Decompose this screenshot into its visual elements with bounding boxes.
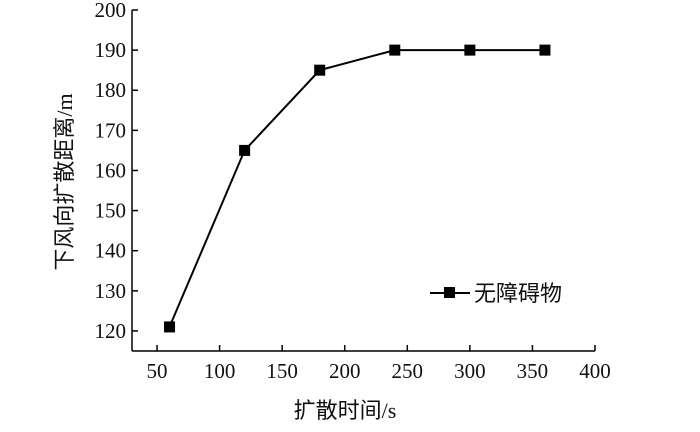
data-point — [389, 44, 401, 56]
x-tick-label: 50 — [147, 359, 168, 383]
axes — [131, 10, 595, 352]
data-point — [239, 144, 251, 156]
data-point — [464, 44, 476, 56]
y-tick-label: 190 — [95, 38, 127, 62]
y-tick-label: 140 — [95, 239, 127, 263]
series-line — [168, 49, 545, 328]
legend-label: 无障碍物 — [474, 281, 562, 306]
y-axis-title: 下风向扩散距离/m — [52, 93, 77, 270]
x-tick-label: 150 — [266, 359, 298, 383]
data-point — [314, 64, 326, 76]
y-tick-label: 150 — [95, 199, 127, 223]
legend-marker — [444, 287, 455, 298]
y-tick-label: 130 — [95, 279, 127, 303]
data-point — [539, 44, 551, 56]
x-tick-label: 200 — [329, 359, 361, 383]
x-tick-label: 250 — [392, 359, 424, 383]
x-axis-title: 扩散时间/s — [294, 398, 397, 423]
x-tick-label: 350 — [517, 359, 549, 383]
x-tick-label: 100 — [204, 359, 236, 383]
y-tick-label: 200 — [95, 0, 127, 22]
legend: 无障碍物 — [430, 281, 562, 306]
y-tick-label: 170 — [95, 118, 127, 142]
ticks: 50 100 150 200 250 300 350 400 120 130 140 150 160 17… — [95, 0, 611, 383]
series-group — [164, 44, 551, 333]
data-point — [164, 321, 176, 333]
y-tick-label: 180 — [95, 78, 127, 102]
x-tick-label: 400 — [579, 359, 611, 383]
y-tick-label: 160 — [95, 158, 127, 182]
x-tick-label: 300 — [454, 359, 486, 383]
y-tick-label: 120 — [95, 319, 127, 343]
